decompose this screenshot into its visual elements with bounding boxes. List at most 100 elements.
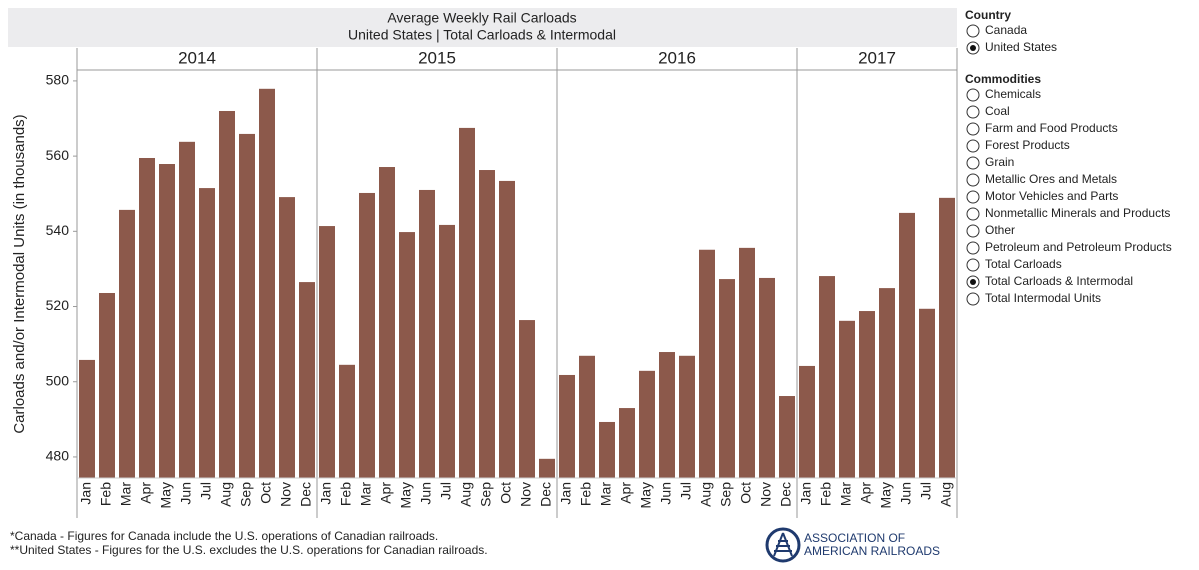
bar <box>639 370 655 478</box>
bar <box>719 279 735 478</box>
radio-label[interactable]: Grain <box>985 155 1014 169</box>
x-tick-label: Aug <box>218 482 234 507</box>
x-tick-label: Apr <box>618 482 634 504</box>
radio-button[interactable] <box>966 122 980 136</box>
x-tick-label: Sep <box>718 482 734 507</box>
x-tick-label: Nov <box>758 482 774 507</box>
bar <box>799 365 815 478</box>
radio-dot[interactable] <box>970 279 976 285</box>
radio-label[interactable]: Total Carloads & Intermodal <box>985 274 1133 288</box>
radio-label[interactable]: Coal <box>985 104 1010 118</box>
bar <box>519 320 535 478</box>
y-tick-label: 500 <box>46 372 70 388</box>
bar <box>579 355 595 478</box>
radio-button[interactable] <box>966 88 980 102</box>
x-tick-label: Feb <box>338 482 354 506</box>
x-tick-label: May <box>158 482 174 508</box>
x-tick-label: May <box>878 482 894 508</box>
x-tick-label: Mar <box>838 482 854 506</box>
radio-button[interactable] <box>966 190 980 204</box>
bar <box>679 355 695 478</box>
radio-button[interactable] <box>966 105 980 119</box>
x-tick-label: Jan <box>78 482 94 505</box>
radio-button[interactable] <box>966 241 980 255</box>
y-axis-label: Carloads and/or Intermodal Units (in tho… <box>11 114 28 433</box>
bar <box>499 180 515 478</box>
x-tick-label: Sep <box>238 482 254 507</box>
bar <box>839 320 855 478</box>
x-tick-label: Jan <box>558 482 574 505</box>
radio-label[interactable]: Canada <box>985 23 1027 37</box>
logo-text: ASSOCIATION OF <box>804 531 905 545</box>
panel-label: 2016 <box>658 48 696 67</box>
filter-title: Commodities <box>965 72 1041 86</box>
x-tick-label: Dec <box>778 482 794 507</box>
y-tick-label: 520 <box>46 297 70 313</box>
x-tick-label: Jun <box>178 482 194 505</box>
radio-label[interactable]: Farm and Food Products <box>985 121 1118 135</box>
radio-label[interactable]: Metallic Ores and Metals <box>985 172 1117 186</box>
x-tick-label: Nov <box>518 482 534 507</box>
radio-dot[interactable] <box>970 45 976 51</box>
radio-label[interactable]: Nonmetallic Minerals and Products <box>985 206 1170 220</box>
x-tick-label: Jul <box>198 482 214 500</box>
bar <box>219 110 235 478</box>
bar <box>879 288 895 478</box>
radio-label[interactable]: United States <box>985 40 1057 54</box>
bar <box>739 247 755 478</box>
bar <box>619 408 635 478</box>
x-tick-label: Jun <box>418 482 434 505</box>
radio-button[interactable] <box>966 258 980 272</box>
bar <box>339 364 355 478</box>
y-tick-label: 540 <box>46 222 70 238</box>
bar <box>299 282 315 478</box>
x-tick-label: Jan <box>318 482 334 505</box>
radio-label[interactable]: Petroleum and Petroleum Products <box>985 240 1172 254</box>
radio-button[interactable] <box>966 207 980 221</box>
radio-button[interactable] <box>966 173 980 187</box>
radio-label[interactable]: Total Carloads <box>985 257 1062 271</box>
radio-label[interactable]: Other <box>985 223 1015 237</box>
logo: ASSOCIATION OF AMERICAN RAILROADS <box>765 527 940 563</box>
panel-label: 2015 <box>418 48 456 67</box>
panel-label: 2014 <box>178 48 216 67</box>
x-tick-label: Mar <box>358 482 374 506</box>
bar <box>559 374 575 478</box>
bar <box>479 170 495 478</box>
bar <box>859 311 875 478</box>
x-tick-label: Jan <box>798 482 814 505</box>
logo-text: AMERICAN RAILROADS <box>804 544 940 558</box>
radio-button[interactable] <box>966 224 980 238</box>
radio-label[interactable]: Total Intermodal Units <box>985 291 1101 305</box>
bar <box>919 308 935 478</box>
x-tick-label: Feb <box>818 482 834 506</box>
x-tick-label: Apr <box>378 482 394 504</box>
title-box <box>8 8 957 47</box>
y-tick-label: 480 <box>46 448 70 464</box>
x-tick-label: Aug <box>698 482 714 507</box>
radio-button[interactable] <box>966 156 980 170</box>
bar <box>259 88 275 478</box>
x-tick-label: Feb <box>578 482 594 506</box>
x-tick-label: May <box>638 482 654 508</box>
y-tick-label: 580 <box>46 72 70 88</box>
bar <box>819 276 835 478</box>
bar <box>159 164 175 478</box>
bar <box>239 133 255 478</box>
bar <box>899 212 915 478</box>
logo-ring <box>765 527 801 563</box>
radio-button[interactable] <box>966 139 980 153</box>
x-tick-label: Aug <box>458 482 474 507</box>
radio-label[interactable]: Forest Products <box>985 138 1070 152</box>
bar <box>459 127 475 479</box>
radio-button[interactable] <box>966 292 980 306</box>
bar <box>279 197 295 478</box>
radio-label[interactable]: Chemicals <box>985 87 1041 101</box>
bar <box>99 292 115 478</box>
footnote: *Canada - Figures for Canada include the… <box>10 529 438 543</box>
radio-button[interactable] <box>966 24 980 38</box>
bar <box>79 359 95 478</box>
radio-label[interactable]: Motor Vehicles and Parts <box>985 189 1118 203</box>
x-tick-label: Mar <box>118 482 134 506</box>
